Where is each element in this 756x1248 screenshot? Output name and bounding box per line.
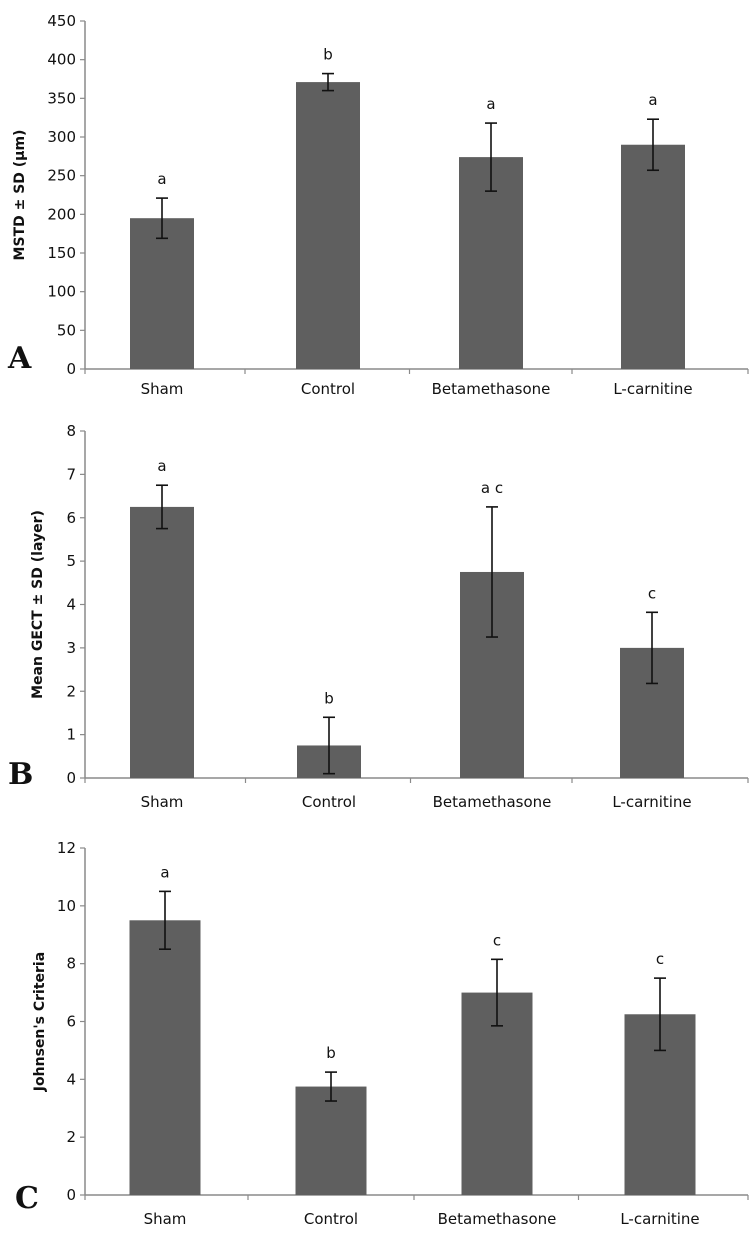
chart-panel-b: 0 1 2 3 4 5 6 7 8 a Sham b Control a c Betamethasone c L… [8, 422, 749, 811]
y-tick-label: 7 [66, 465, 76, 483]
bar-sham [130, 506, 194, 778]
x-category-label: Betamethasone [438, 1210, 557, 1228]
y-tick-label: 5 [66, 552, 76, 570]
y-tick-label: 8 [66, 422, 76, 440]
y-tick-label: 50 [57, 321, 76, 339]
significance-letter: a [486, 95, 495, 113]
significance-letter: b [324, 689, 334, 707]
bar-control [296, 82, 360, 370]
bar-betamethasone [459, 157, 523, 369]
x-category-label: Betamethasone [432, 380, 551, 398]
y-tick-label: 150 [47, 244, 76, 262]
y-axis-title: Mean GECT ± SD (layer) [30, 510, 46, 699]
y-tick-label: 0 [66, 769, 76, 787]
x-category-label: L-carnitine [612, 793, 691, 811]
y-tick-label: 4 [66, 1070, 76, 1088]
x-category-label: Sham [141, 793, 184, 811]
significance-letter: a [157, 457, 166, 475]
panel-letter: A [7, 341, 32, 376]
bar-sham [129, 920, 201, 1195]
y-tick-label: 300 [47, 128, 76, 146]
y-tick-label: 0 [66, 360, 76, 378]
y-tick-label: 2 [66, 1128, 76, 1146]
x-category-label: Sham [141, 380, 184, 398]
x-category-label: Betamethasone [433, 793, 552, 811]
significance-letter: a c [481, 479, 503, 497]
y-tick-label: 3 [66, 639, 76, 657]
y-tick-label: 6 [66, 509, 76, 527]
y-tick-label: 0 [66, 1186, 76, 1204]
significance-letter: c [648, 584, 656, 602]
y-tick-label: 8 [66, 955, 76, 973]
y-tick-label: 450 [47, 12, 76, 30]
y-tick-label: 350 [47, 89, 76, 107]
significance-letter: b [323, 46, 333, 64]
y-tick-label: 10 [57, 897, 76, 915]
x-category-label: Control [304, 1210, 358, 1228]
y-tick-label: 6 [66, 1013, 76, 1031]
significance-letter: a [648, 91, 657, 109]
y-axis-title: MSTD ± SD (μm) [12, 130, 28, 261]
y-tick-label: 12 [57, 839, 76, 857]
y-tick-label: 250 [47, 167, 76, 185]
y-tick-label: 4 [66, 596, 76, 614]
significance-letter: c [656, 950, 664, 968]
significance-letter: c [493, 931, 501, 949]
y-tick-label: 400 [47, 51, 76, 69]
chart-panel-a: 0 50 100 150 200 250 300 350 400 450 a Sham b Control… [7, 12, 749, 398]
panel-letter: C [15, 1181, 39, 1216]
bar-sham [130, 218, 194, 369]
significance-letter: b [326, 1044, 336, 1062]
y-tick-label: 100 [47, 283, 76, 301]
y-tick-label: 1 [66, 726, 76, 744]
y-tick-label: 200 [47, 205, 76, 223]
y-tick-label: 2 [66, 682, 76, 700]
significance-letter: a [160, 863, 169, 881]
x-category-label: Control [302, 793, 356, 811]
x-category-label: L-carnitine [620, 1210, 699, 1228]
significance-letter: a [157, 170, 166, 188]
chart-panel-c: 0 2 4 6 8 10 12 a Sham b Control c Betamethasone c L-c… [15, 839, 749, 1228]
x-category-label: L-carnitine [613, 380, 692, 398]
bar-control [295, 1086, 367, 1195]
y-axis-title: Johnsen's Criteria [32, 952, 48, 1092]
panel-letter: B [8, 757, 33, 792]
x-category-label: Sham [144, 1210, 187, 1228]
x-category-label: Control [301, 380, 355, 398]
bar-l-carnitine [621, 144, 685, 369]
